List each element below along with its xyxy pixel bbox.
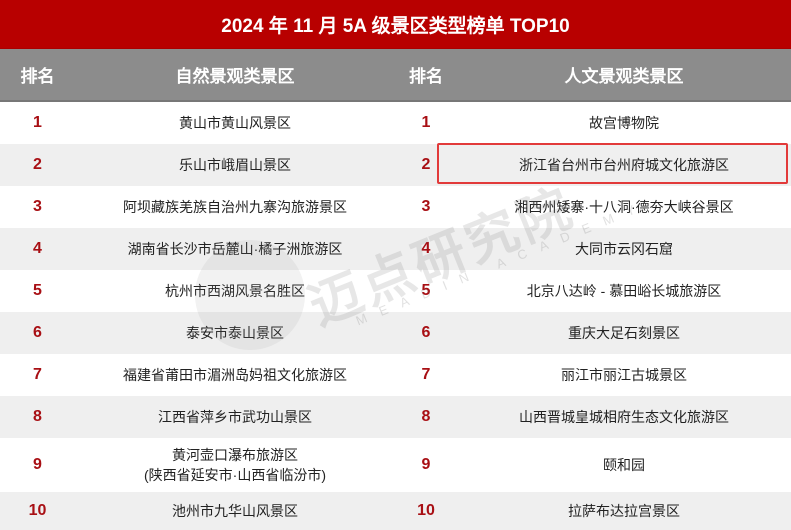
rank-natural: 1 — [33, 114, 42, 131]
table-row: 7 福建省莆田市湄洲岛妈祖文化旅游区 7 丽江市丽江古城景区 — [0, 354, 791, 396]
table-row: 1 黄山市黄山风景区 1 故宫博物院 — [0, 102, 791, 144]
cultural-scenic-area: 重庆大足石刻景区 — [568, 325, 680, 341]
header-rank-right: 排名 — [409, 67, 443, 86]
table-row: 10 池州市九华山风景区 10 拉萨布达拉宫景区 — [0, 492, 791, 530]
cultural-scenic-area: 拉萨布达拉宫景区 — [568, 503, 680, 519]
natural-name-line1: 黄河壶口瀑布旅游区 — [172, 447, 298, 463]
rank-cultural: 8 — [421, 408, 431, 425]
cultural-scenic-area: 大同市云冈石窟 — [575, 241, 673, 257]
cultural-scenic-area: 颐和园 — [603, 457, 645, 473]
table-row: 2 乐山市峨眉山景区 2 浙江省台州市台州府城文化旅游区 — [0, 144, 791, 186]
natural-scenic-area: 黄河壶口瀑布旅游区 (陕西省延安市·山西省临汾市) — [75, 438, 395, 492]
rank-natural: 6 — [33, 324, 42, 341]
natural-name-line2: (陕西省延安市·山西省临汾市) — [144, 467, 326, 483]
table-body: 1 黄山市黄山风景区 1 故宫博物院 2 乐山市峨眉山景区 2 浙江省台州市台州府城文化旅游区… — [0, 102, 791, 530]
header-natural: 自然景观类景区 — [175, 67, 295, 86]
rank-cultural: 4 — [421, 240, 431, 257]
table-header: 排名 自然景观类景区 排名 人文景观类景区 — [0, 49, 791, 102]
table-row: 9 黄河壶口瀑布旅游区 (陕西省延安市·山西省临汾市) 9 颐和园 — [0, 438, 791, 492]
cultural-scenic-area: 故宫博物院 — [589, 115, 659, 131]
table-row: 4 湖南省长沙市岳麓山·橘子洲旅游区 4 大同市云冈石窟 — [0, 228, 791, 270]
table-row: 3 阿坝藏族羌族自治州九寨沟旅游景区 3 湘西州矮寨·十八洞·德夯大峡谷景区 — [0, 186, 791, 228]
rank-natural: 4 — [33, 240, 42, 257]
natural-scenic-area: 池州市九华山风景区 — [172, 503, 298, 519]
rank-cultural: 3 — [421, 198, 431, 215]
rank-cultural: 7 — [421, 366, 431, 383]
cultural-scenic-area: 北京八达岭 - 慕田峪长城旅游区 — [526, 283, 722, 299]
natural-scenic-area: 黄山市黄山风景区 — [179, 115, 291, 131]
page-title: 2024 年 11 月 5A 级景区类型榜单 TOP10 — [0, 0, 791, 49]
cultural-scenic-area: 湘西州矮寨·十八洞·德夯大峡谷景区 — [514, 199, 734, 215]
rank-natural: 10 — [28, 502, 47, 519]
table-row: 5 杭州市西湖风景名胜区 5 北京八达岭 - 慕田峪长城旅游区 — [0, 270, 791, 312]
rank-cultural: 1 — [421, 114, 431, 131]
header-cultural: 人文景观类景区 — [564, 67, 684, 86]
natural-scenic-area: 阿坝藏族羌族自治州九寨沟旅游景区 — [123, 199, 347, 215]
table-row: 6 泰安市泰山景区 6 重庆大足石刻景区 — [0, 312, 791, 354]
rank-cultural: 6 — [421, 324, 431, 341]
cultural-scenic-area: 丽江市丽江古城景区 — [561, 367, 687, 383]
rank-natural: 5 — [33, 282, 42, 299]
natural-scenic-area: 杭州市西湖风景名胜区 — [165, 283, 305, 299]
rank-cultural: 2 — [421, 156, 431, 173]
natural-scenic-area: 乐山市峨眉山景区 — [179, 157, 291, 173]
rank-cultural: 5 — [421, 282, 431, 299]
rank-natural: 7 — [33, 366, 42, 383]
natural-scenic-area: 湖南省长沙市岳麓山·橘子洲旅游区 — [127, 241, 343, 257]
natural-scenic-area: 江西省萍乡市武功山景区 — [158, 409, 312, 425]
natural-scenic-area: 泰安市泰山景区 — [186, 325, 284, 341]
rank-cultural: 10 — [417, 502, 435, 519]
header-rank-left: 排名 — [20, 67, 55, 86]
cultural-scenic-area: 浙江省台州市台州府城文化旅游区 — [519, 157, 729, 173]
table-row: 8 江西省萍乡市武功山景区 8 山西晋城皇城相府生态文化旅游区 — [0, 396, 791, 438]
natural-scenic-area: 福建省莆田市湄洲岛妈祖文化旅游区 — [123, 367, 347, 383]
rank-natural: 8 — [33, 408, 42, 425]
cultural-scenic-area: 山西晋城皇城相府生态文化旅游区 — [519, 409, 729, 425]
rank-natural: 3 — [33, 198, 42, 215]
rank-natural: 2 — [33, 156, 42, 173]
rank-natural: 9 — [33, 456, 42, 473]
rank-cultural: 9 — [421, 456, 431, 473]
